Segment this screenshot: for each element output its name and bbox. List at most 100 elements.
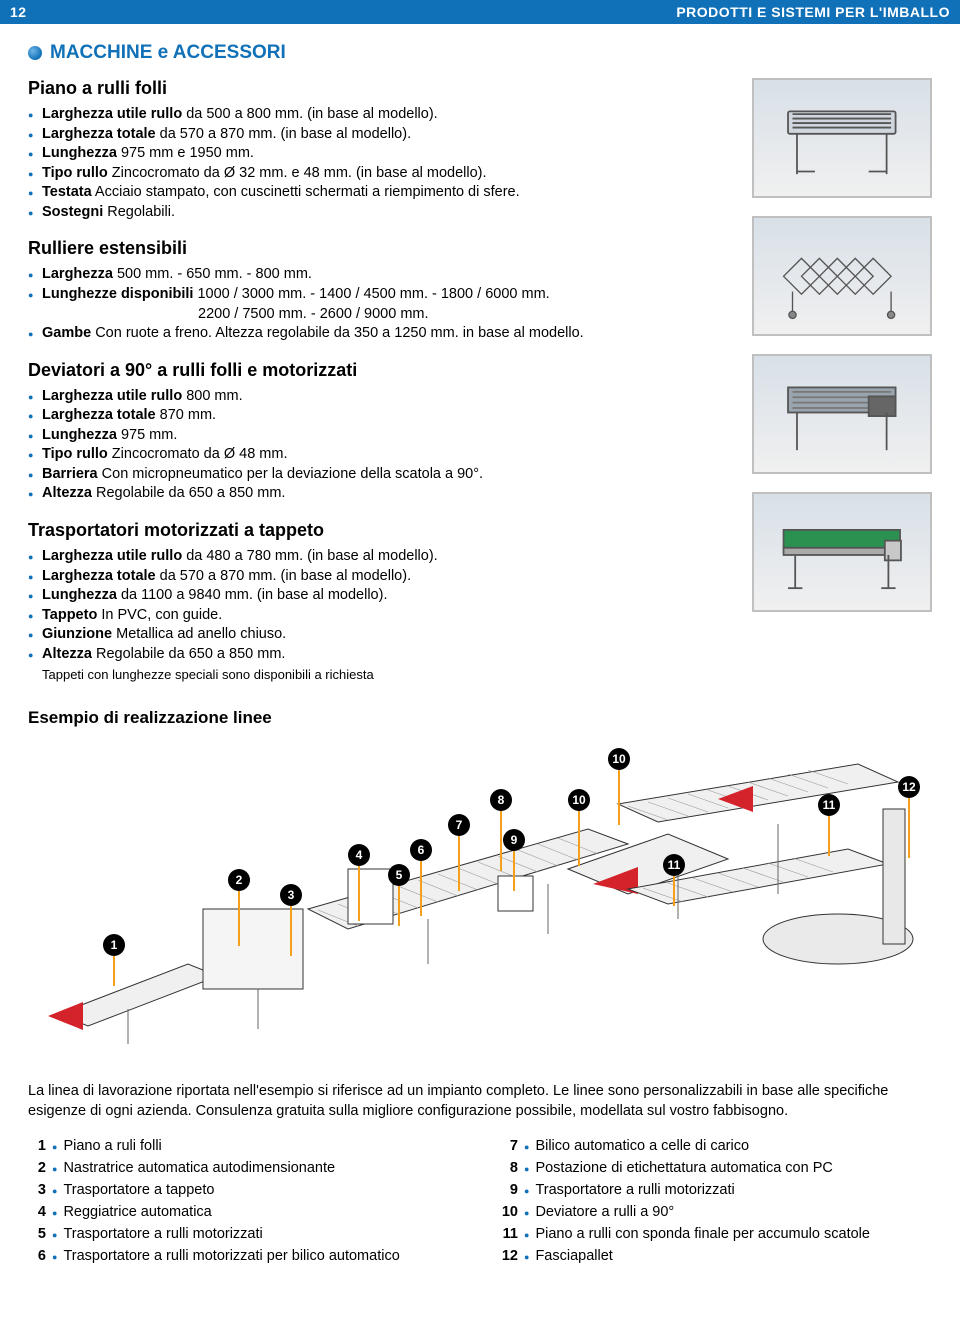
marker-number: 3 bbox=[280, 884, 302, 906]
marker-number: 4 bbox=[348, 844, 370, 866]
legend-right: 7●Bilico automatico a celle di carico8●P… bbox=[500, 1136, 932, 1268]
product-image-extendable bbox=[752, 216, 932, 336]
diagram-marker: 3 bbox=[280, 884, 302, 956]
page-number: 12 bbox=[10, 4, 27, 20]
legend-item: 8●Postazione di etichettatura automatica… bbox=[500, 1158, 932, 1180]
legend-item: 3●Trasportatore a tappeto bbox=[28, 1180, 460, 1202]
bullet-dot-icon: ● bbox=[52, 1202, 57, 1224]
product-block: Rulliere estensibili Larghezza 500 mm. - … bbox=[28, 238, 732, 343]
bullet-dot-icon: ● bbox=[524, 1158, 529, 1180]
spec-item: Larghezza utile rullo 800 mm. bbox=[28, 387, 732, 407]
diagram-marker: 5 bbox=[388, 864, 410, 926]
product-block: Piano a rulli folli Larghezza utile rullo… bbox=[28, 78, 732, 222]
spec-item: Giunzione Metallica ad anello chiuso. bbox=[28, 625, 732, 645]
spec-item: Lunghezza 975 mm. bbox=[28, 426, 732, 446]
marker-number: 5 bbox=[388, 864, 410, 886]
spec-item: 2200 / 7500 mm. - 2600 / 9000 mm. bbox=[28, 305, 732, 325]
legend-item: 9●Trasportatore a rulli motorizzati bbox=[500, 1180, 932, 1202]
product-block: Deviatori a 90° a rulli folli e motorizz… bbox=[28, 360, 732, 504]
marker-number: 10 bbox=[608, 748, 630, 770]
block-title: Rulliere estensibili bbox=[28, 238, 732, 259]
spec-item: Lunghezza 975 mm e 1950 mm. bbox=[28, 144, 732, 164]
image-column bbox=[752, 78, 932, 698]
legend-item: 2●Nastratrice automatica autodimensionan… bbox=[28, 1158, 460, 1180]
marker-number: 12 bbox=[898, 776, 920, 798]
bullet-dot-icon: ● bbox=[52, 1180, 57, 1202]
spec-item: Altezza Regolabile da 650 a 850 mm. bbox=[28, 645, 732, 665]
block-note: Tappeti con lunghezze speciali sono disp… bbox=[28, 667, 732, 682]
bullet-dot-icon: ● bbox=[52, 1158, 57, 1180]
legend: 1●Piano a ruli folli2●Nastratrice automa… bbox=[28, 1136, 932, 1268]
spec-item: Tappeto In PVC, con guide. bbox=[28, 606, 732, 626]
marker-number: 1 bbox=[103, 934, 125, 956]
bullet-dot-icon bbox=[28, 46, 42, 60]
text-column: Piano a rulli folli Larghezza utile rullo… bbox=[28, 78, 732, 698]
section-header: MACCHINE e ACCESSORI bbox=[28, 42, 932, 64]
spec-item: Lunghezze disponibili 1000 / 3000 mm. - … bbox=[28, 285, 732, 305]
spec-item: Larghezza totale da 570 a 870 mm. (in ba… bbox=[28, 567, 732, 587]
diagram-marker: 1 bbox=[103, 934, 125, 986]
product-image-diverter bbox=[752, 354, 932, 474]
bullet-dot-icon: ● bbox=[524, 1180, 529, 1202]
marker-number: 8 bbox=[490, 789, 512, 811]
diagram-marker: 11 bbox=[663, 854, 685, 906]
spec-item: Gambe Con ruote a freno. Altezza regolab… bbox=[28, 324, 732, 344]
marker-number: 9 bbox=[503, 829, 525, 851]
line-diagram: 1234567891010111112 bbox=[28, 734, 932, 1064]
diagram-marker: 7 bbox=[448, 814, 470, 891]
legend-item: 12●Fasciapallet bbox=[500, 1246, 932, 1268]
marker-number: 10 bbox=[568, 789, 590, 811]
spec-item: Altezza Regolabile da 650 a 850 mm. bbox=[28, 484, 732, 504]
diagram-marker: 9 bbox=[503, 829, 525, 891]
legend-item: 7●Bilico automatico a celle di carico bbox=[500, 1136, 932, 1158]
legend-item: 6●Trasportatore a rulli motorizzati per … bbox=[28, 1246, 460, 1268]
spec-item: Larghezza 500 mm. - 650 mm. - 800 mm. bbox=[28, 265, 732, 285]
diagram-marker: 12 bbox=[898, 776, 920, 858]
legend-item: 4●Reggiatrice automatica bbox=[28, 1202, 460, 1224]
legend-item: 1●Piano a ruli folli bbox=[28, 1136, 460, 1158]
legend-left: 1●Piano a ruli folli2●Nastratrice automa… bbox=[28, 1136, 460, 1268]
bullet-dot-icon: ● bbox=[52, 1224, 57, 1246]
marker-number: 2 bbox=[228, 869, 250, 891]
spec-item: Testata Acciaio stampato, con cuscinetti… bbox=[28, 183, 732, 203]
legend-item: 5●Trasportatore a rulli motorizzati bbox=[28, 1224, 460, 1246]
spec-item: Larghezza utile rullo da 500 a 800 mm. (… bbox=[28, 105, 732, 125]
page-content: MACCHINE e ACCESSORI Piano a rulli folli… bbox=[0, 24, 960, 1288]
marker-number: 11 bbox=[818, 794, 840, 816]
block-title: Trasportatori motorizzati a tappeto bbox=[28, 520, 732, 541]
product-image-belt bbox=[752, 492, 932, 612]
bullet-dot-icon: ● bbox=[52, 1136, 57, 1158]
bullet-dot-icon: ● bbox=[52, 1246, 57, 1268]
footer-paragraph: La linea di lavorazione riportata nell'e… bbox=[28, 1082, 932, 1121]
diagram-marker: 10 bbox=[608, 748, 630, 825]
product-block: Trasportatori motorizzati a tappeto Largh… bbox=[28, 520, 732, 682]
bullet-dot-icon: ● bbox=[524, 1224, 529, 1246]
page-header: 12 PRODOTTI E SISTEMI PER L'IMBALLO bbox=[0, 0, 960, 24]
block-title: Piano a rulli folli bbox=[28, 78, 732, 99]
legend-item: 10●Deviatore a rulli a 90° bbox=[500, 1202, 932, 1224]
spec-item: Lunghezza da 1100 a 9840 mm. (in base al… bbox=[28, 586, 732, 606]
diagram-marker: 11 bbox=[818, 794, 840, 856]
marker-number: 11 bbox=[663, 854, 685, 876]
header-title: PRODOTTI E SISTEMI PER L'IMBALLO bbox=[676, 4, 950, 20]
bullet-dot-icon: ● bbox=[524, 1202, 529, 1224]
diagram-marker: 6 bbox=[410, 839, 432, 916]
spec-item: Tipo rullo Zincocromato da Ø 48 mm. bbox=[28, 445, 732, 465]
spec-item: Barriera Con micropneumatico per la devi… bbox=[28, 465, 732, 485]
block-title: Deviatori a 90° a rulli folli e motorizz… bbox=[28, 360, 732, 381]
diagram-marker: 2 bbox=[228, 869, 250, 946]
spec-item: Larghezza totale 870 mm. bbox=[28, 406, 732, 426]
marker-number: 6 bbox=[410, 839, 432, 861]
marker-number: 7 bbox=[448, 814, 470, 836]
main-title: MACCHINE e ACCESSORI bbox=[50, 42, 286, 64]
bullet-dot-icon: ● bbox=[524, 1136, 529, 1158]
spec-item: Larghezza totale da 570 a 870 mm. (in ba… bbox=[28, 125, 732, 145]
bullet-dot-icon: ● bbox=[524, 1246, 529, 1268]
diagram-marker: 4 bbox=[348, 844, 370, 921]
diagram-title: Esempio di realizzazione linee bbox=[28, 708, 932, 728]
spec-item: Sostegni Regolabili. bbox=[28, 203, 732, 223]
product-image-roller bbox=[752, 78, 932, 198]
legend-item: 11●Piano a rulli con sponda finale per a… bbox=[500, 1224, 932, 1246]
diagram-marker: 10 bbox=[568, 789, 590, 866]
spec-item: Larghezza utile rullo da 480 a 780 mm. (… bbox=[28, 547, 732, 567]
